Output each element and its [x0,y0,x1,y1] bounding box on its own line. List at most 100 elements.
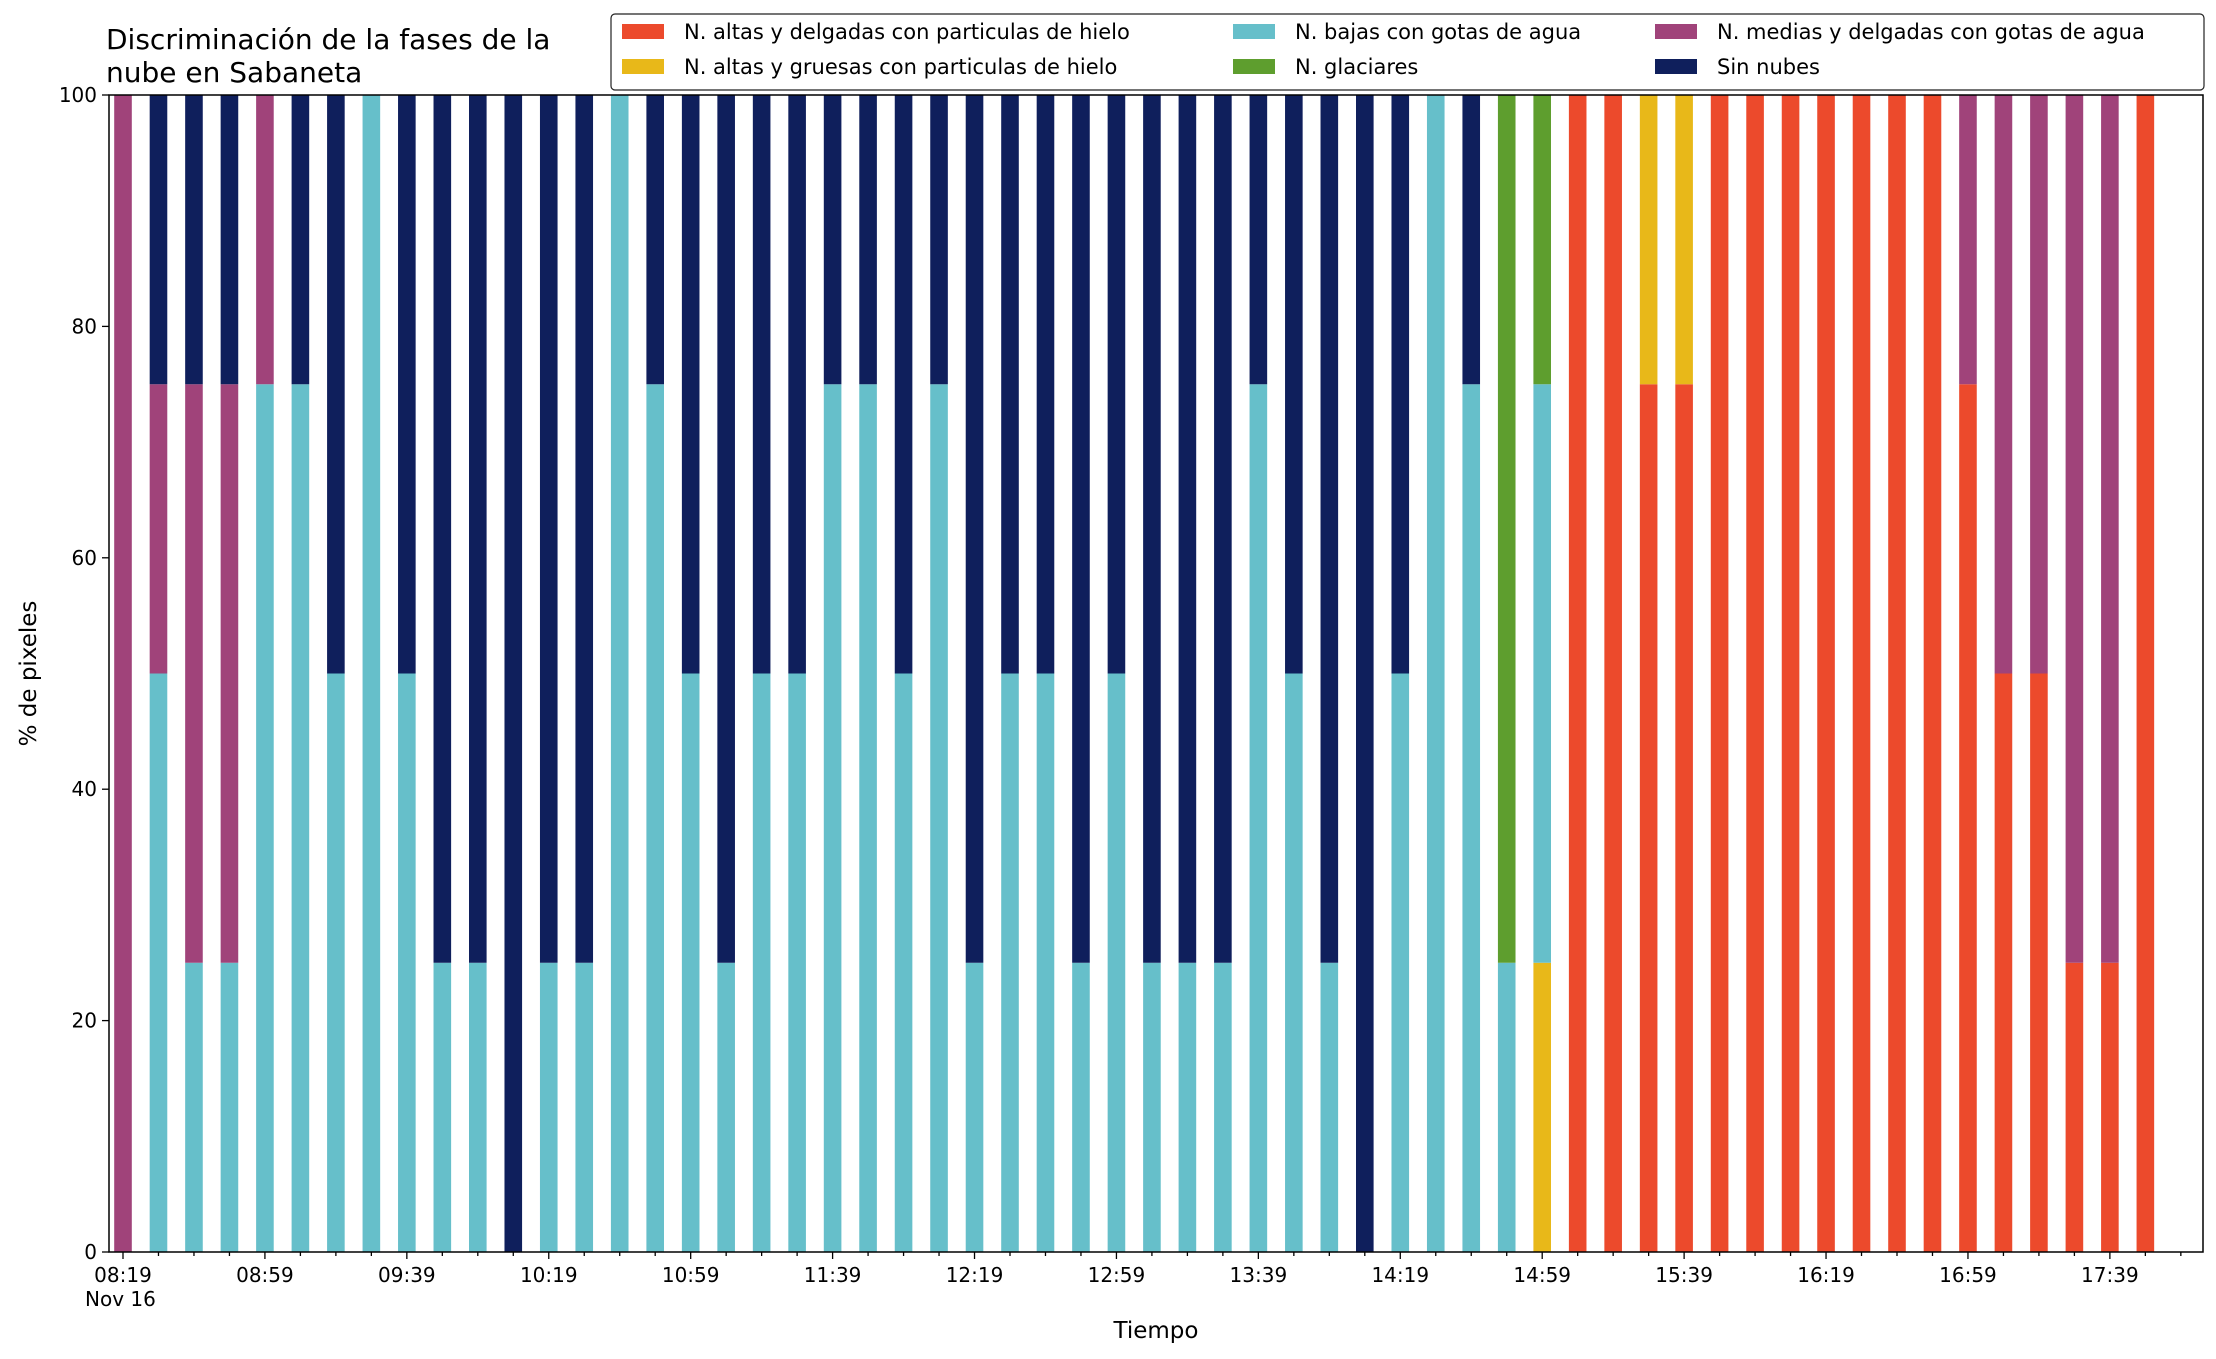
legend-box [610,13,2205,91]
legend-swatch [1655,59,1697,74]
x-tick-label: 08:19 [94,1263,152,1287]
bar-segment [2136,95,2155,1252]
bar-segment [1959,95,1977,385]
bar-segment [681,95,700,674]
legend-label: N. bajas con gotas de agua [1295,20,1581,44]
bar-segment [2030,673,2048,1252]
bar-segment [1249,95,1268,385]
bar-segment [1639,384,1658,1252]
y-axis: 0 20 40 60 80 100 [59,83,109,1264]
bar-segment [469,95,487,963]
x-tick-label: 08:59 [236,1263,294,1287]
bar-segment [1497,95,1516,963]
legend-label: N. altas y gruesas con particulas de hie… [684,55,1117,79]
bar-segment [220,962,239,1252]
x-tick-label: 16:59 [1939,1263,1997,1287]
bar-segment [1001,95,1019,674]
bar-segment [646,384,664,1252]
x-tick-label: 17:39 [2081,1263,2139,1287]
bar-segment [1214,962,1232,1252]
bar-segment [1107,95,1126,674]
bar-segment [2101,95,2119,963]
bar-segment [1959,384,1977,1252]
bar-segment [1533,384,1551,963]
bar-segment [256,384,274,1252]
legend-swatch [622,59,664,74]
bar-segment [965,95,984,963]
bar-segment [1320,95,1339,963]
bar-segment [717,962,735,1252]
x-tick-label: 16:19 [1797,1263,1855,1287]
bar-segment [1462,384,1481,1252]
bar-segment [327,95,345,674]
bar-segment [1001,673,1019,1252]
y-tick-label: 60 [72,546,97,570]
legend-label: N. altas y delgadas con particulas de hi… [684,20,1130,44]
bar-segment [2065,95,2084,963]
legend: N. altas y delgadas con particulas de hi… [610,13,2205,91]
bar-segment [1817,95,1835,1252]
legend-label: Sin nubes [1717,55,1820,79]
legend-swatch [1655,24,1697,39]
bar-segment [1285,95,1303,674]
bar-segment [185,962,203,1252]
bar-segment [1107,673,1126,1252]
bar-segment [220,384,239,963]
bar-segment [291,384,310,1252]
bar-segment [575,962,594,1252]
bar-segment [2065,962,2084,1252]
bar-segment [1639,95,1658,385]
legend-swatch [622,24,664,39]
x-tick-label: 10:19 [520,1263,578,1287]
chart-title-line: Discriminación de la fases de la [106,23,550,56]
bar-segment [646,95,664,385]
bar-segment [539,962,558,1252]
bar-segment [717,95,735,963]
bar-segment [149,95,168,385]
bar-segment [1888,95,1906,1252]
x-tick-label: 12:19 [946,1263,1004,1287]
legend-swatch [1233,24,1275,39]
bar-segment [2101,962,2119,1252]
x-tick-label: 11:39 [804,1263,862,1287]
bar-segment [114,95,132,1252]
x-tick-label: 14:19 [1371,1263,1429,1287]
bar-segment [149,384,168,674]
bar-segment [788,95,806,674]
y-tick-label: 80 [72,314,97,338]
bar-segment [291,95,310,385]
bar-segment [1533,962,1551,1252]
bar-segment [362,95,381,1252]
bar-segment [1143,962,1161,1252]
x-tick-label: 09:39 [378,1263,436,1287]
bar-segment [1923,95,1942,1252]
bar-segment [1036,95,1055,674]
bar-segment [220,95,239,385]
y-tick-label: 0 [84,1240,97,1264]
bar-segment [1036,673,1055,1252]
bar-segment [859,95,877,385]
x-tick-date-label: Nov 16 [85,1287,156,1311]
bar-segment [185,384,203,963]
bar-segment [1604,95,1622,1252]
bar-segment [1391,95,1410,674]
bar-segment [1356,95,1374,1252]
bar-segment [1285,673,1303,1252]
legend-label: N. glaciares [1295,55,1418,79]
y-tick-label: 100 [59,83,97,107]
bar-segment [930,384,948,1252]
bar-segment [788,673,806,1252]
bar-segment [1568,95,1587,1252]
bar-segment [1781,95,1800,1252]
bar-segment [823,384,842,1252]
y-tick-label: 20 [72,1009,97,1033]
bar-segment [1533,95,1551,385]
x-tick-label: 13:39 [1230,1263,1288,1287]
bar-segment [1320,962,1339,1252]
bar-segment [539,95,558,963]
bar-segment [185,95,203,385]
bar-segment [398,95,416,674]
plot-frame [108,94,2204,1253]
